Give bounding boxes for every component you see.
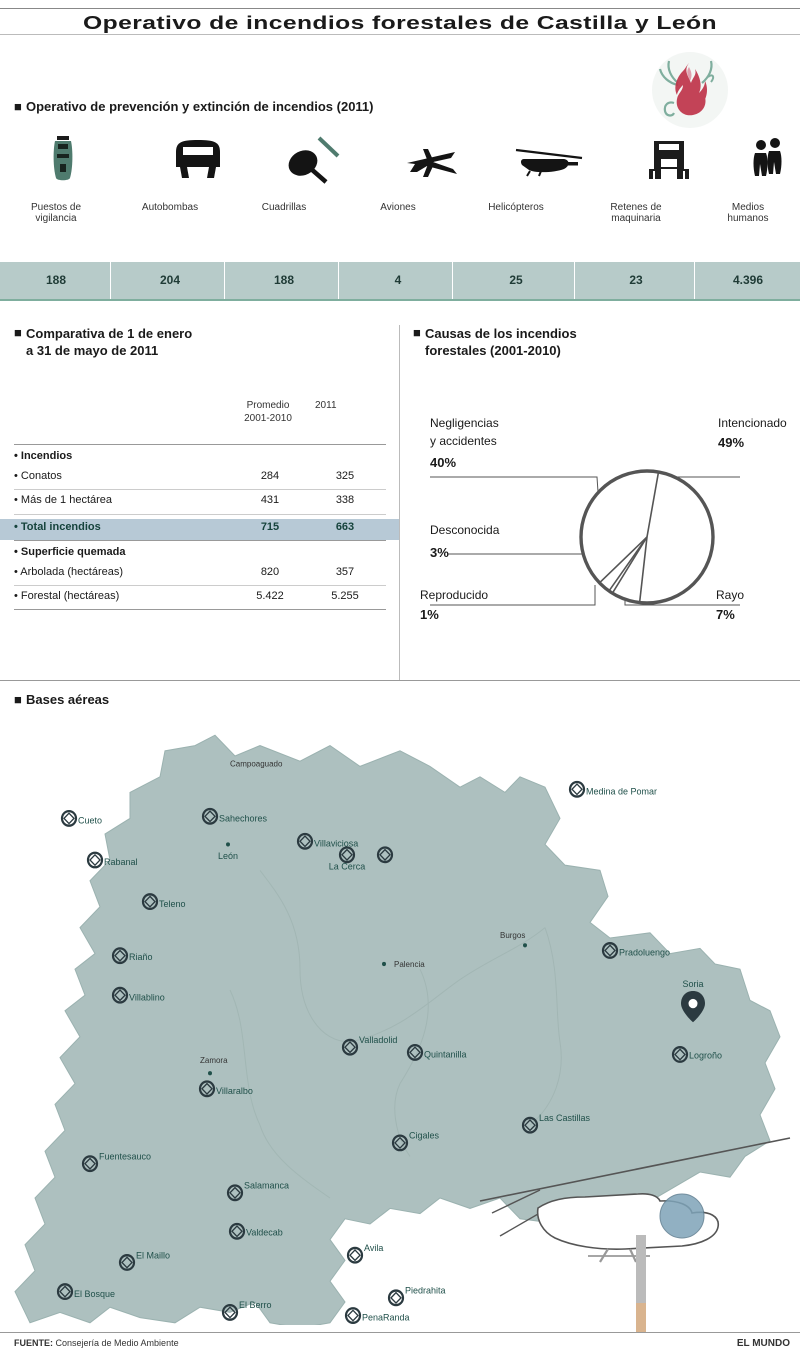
svg-text:Villaralbo: Villaralbo xyxy=(216,1086,253,1096)
svg-text:Villablino: Villablino xyxy=(129,992,165,1002)
svg-text:Reproducido: Reproducido xyxy=(420,588,488,602)
svg-text:Rabanal: Rabanal xyxy=(104,857,137,867)
svg-text:Burgos: Burgos xyxy=(500,931,525,940)
svg-text:Riaño: Riaño xyxy=(129,952,152,962)
svg-text:1%: 1% xyxy=(420,607,439,622)
svg-text:Rayo: Rayo xyxy=(716,588,744,602)
svg-text:Palencia: Palencia xyxy=(394,960,425,969)
svg-text:Zamora: Zamora xyxy=(200,1056,228,1065)
svg-text:Soria: Soria xyxy=(683,979,705,989)
svg-text:7%: 7% xyxy=(716,607,735,622)
svg-text:Valdecab: Valdecab xyxy=(246,1227,283,1237)
svg-text:Valladolid: Valladolid xyxy=(359,1035,397,1045)
svg-text:El Berro: El Berro xyxy=(239,1300,271,1310)
svg-text:Sahechores: Sahechores xyxy=(219,813,267,823)
svg-text:Intencionado: Intencionado xyxy=(718,416,787,430)
svg-text:PenaRanda: PenaRanda xyxy=(362,1313,410,1323)
svg-text:y accidentes: y accidentes xyxy=(430,434,497,448)
svg-text:Medina de Pomar: Medina de Pomar xyxy=(586,786,657,796)
svg-text:Campoaguado: Campoaguado xyxy=(230,759,283,768)
svg-text:Villaviciosa: Villaviciosa xyxy=(314,838,359,848)
svg-text:León: León xyxy=(218,851,238,861)
svg-text:El Maillo: El Maillo xyxy=(136,1250,170,1260)
svg-text:49%: 49% xyxy=(718,435,744,450)
svg-text:Cueto: Cueto xyxy=(78,815,102,825)
svg-text:Desconocida: Desconocida xyxy=(430,523,500,537)
svg-text:Teleno: Teleno xyxy=(159,899,185,909)
svg-text:La Cerca: La Cerca xyxy=(329,861,366,871)
svg-text:Quintanilla: Quintanilla xyxy=(424,1049,467,1059)
svg-text:3%: 3% xyxy=(430,545,449,560)
svg-text:Avila: Avila xyxy=(364,1243,384,1253)
svg-text:Cigales: Cigales xyxy=(409,1131,439,1141)
svg-text:Fuentesauco: Fuentesauco xyxy=(99,1151,151,1161)
svg-text:Salamanca: Salamanca xyxy=(244,1180,290,1190)
svg-text:Negligencias: Negligencias xyxy=(430,416,499,430)
svg-text:El Bosque: El Bosque xyxy=(74,1289,115,1299)
svg-text:40%: 40% xyxy=(430,455,456,470)
svg-text:Logroño: Logroño xyxy=(689,1050,722,1060)
svg-text:Pradoluengo: Pradoluengo xyxy=(619,948,670,958)
svg-text:Piedrahita: Piedrahita xyxy=(405,1286,446,1296)
